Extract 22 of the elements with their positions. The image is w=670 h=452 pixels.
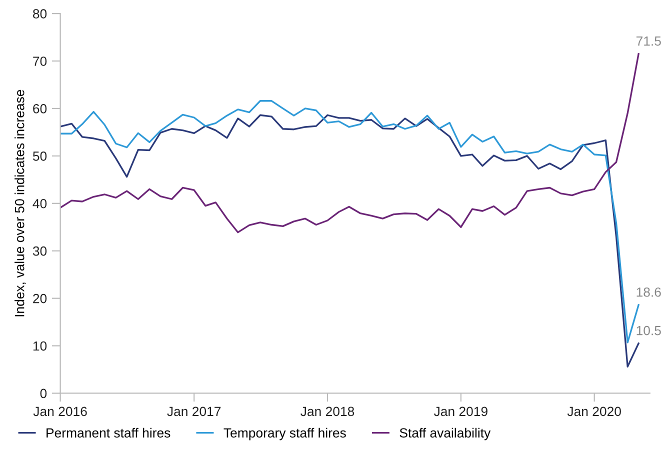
legend-label: Temporary staff hires <box>224 428 346 440</box>
y-tick-label: 60 <box>33 104 47 114</box>
y-tick-label: 10 <box>33 341 47 351</box>
y-tick-label: 20 <box>33 294 47 304</box>
x-tick-label: Jan 2020 <box>567 406 621 416</box>
x-tick-label: Jan 2019 <box>434 406 488 416</box>
data-label: 10.5 <box>636 326 661 336</box>
legend-label: Permanent staff hires <box>46 428 170 438</box>
x-tick-label: Jan 2016 <box>33 406 87 416</box>
x-tick-label: Jan 2018 <box>300 406 354 416</box>
x-tick-label: Jan 2017 <box>167 406 221 416</box>
y-tick-label: 40 <box>32 198 47 208</box>
y-tick-label: 50 <box>32 152 47 161</box>
legend-label: Staff availability <box>400 428 491 440</box>
data-label: 18.6 <box>636 287 661 297</box>
y-tick-label: 0 <box>40 388 47 398</box>
line-series <box>60 53 640 234</box>
data-label: 71.5 <box>636 36 661 46</box>
y-tick-label: 30 <box>32 246 47 256</box>
y-tick-label: 70 <box>33 56 47 66</box>
y-axis-title: Index, value over 50 indicates increase <box>14 90 26 316</box>
y-tick-label: 80 <box>33 9 47 18</box>
